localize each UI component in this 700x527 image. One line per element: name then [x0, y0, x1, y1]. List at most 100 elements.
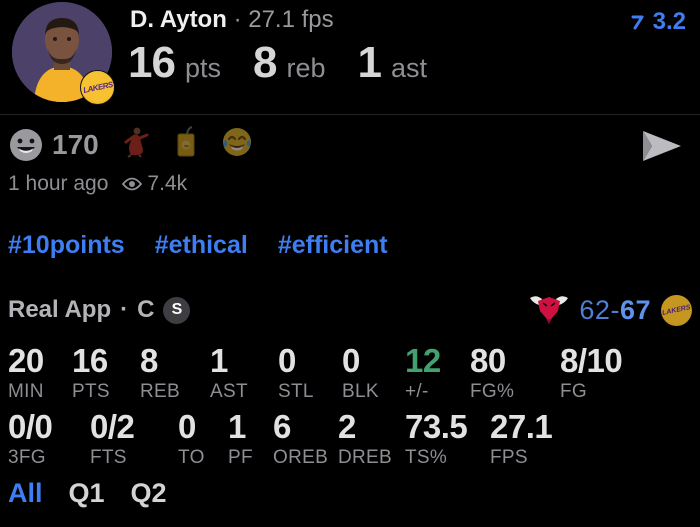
bulls-logo-icon — [530, 296, 569, 324]
stat-reb-value: 8 — [140, 342, 158, 379]
reb-value: 8 — [252, 38, 278, 87]
lakers-logo-icon: LAKERS — [661, 294, 692, 326]
stat-plusminus-value: 12 — [405, 342, 441, 379]
player-photo — [12, 2, 112, 102]
stat-fts-label: FTS — [90, 447, 127, 468]
lakers-badge-text: LAKERS — [81, 79, 114, 96]
stat-pf-label: PF — [228, 447, 253, 468]
stat-3fg: 0/0 3FG — [8, 408, 90, 469]
stat-min-label: MIN — [8, 381, 44, 402]
status-badge-letter: S — [171, 301, 183, 318]
lakers-team-badge: LAKERS — [80, 70, 115, 105]
stat-oreb-value: 6 — [273, 408, 291, 445]
tears-of-joy-icon — [222, 128, 251, 156]
stat-plusminus-label: +/- — [405, 381, 429, 402]
section-divider — [0, 114, 700, 115]
woman-dancing-emoji[interactable] — [121, 126, 151, 163]
stat-to: 0 TO — [178, 408, 228, 469]
stat-fg-label: FG — [560, 381, 587, 402]
view-count: 7.4k — [147, 172, 188, 195]
away-score: 62 — [579, 294, 611, 325]
stat-tspct-value: 73.5 — [405, 408, 468, 445]
trend-indicator: 3.2 — [628, 8, 686, 36]
source-info: Real App · C S — [8, 296, 191, 324]
stat-ast: 1 AST — [210, 342, 278, 403]
stat-reb: 8 REB — [140, 342, 210, 403]
face-with-tears-of-joy-emoji[interactable] — [221, 126, 253, 163]
player-avatar[interactable] — [12, 2, 112, 102]
stat-tspct-label: TS% — [405, 447, 448, 468]
stat-blk: 0 BLK — [342, 342, 405, 403]
stat-stl-label: STL — [278, 381, 314, 402]
tab-q1[interactable]: Q1 — [68, 478, 105, 508]
reactions-row: 170 — [8, 126, 253, 163]
player-name: D. Ayton — [130, 6, 227, 33]
stat-dreb-label: DREB — [338, 447, 392, 468]
send-arrow-icon — [643, 131, 681, 161]
stat-stl-value: 0 — [278, 342, 296, 379]
stat-fgpct-label: FG% — [470, 381, 515, 402]
reaction-smiley-button[interactable] — [8, 127, 44, 163]
stat-blk-label: BLK — [342, 381, 379, 402]
stat-min: 20 MIN — [8, 342, 72, 403]
stat-3fg-label: 3FG — [8, 447, 46, 468]
trend-arrow-icon — [631, 15, 644, 30]
ast-label: ast — [390, 53, 428, 83]
status-badge: S — [163, 296, 191, 324]
stat-min-value: 20 — [8, 342, 44, 379]
stat-to-value: 0 — [178, 408, 196, 445]
views-eye-icon — [122, 177, 143, 191]
hashtag-10points[interactable]: #10points — [8, 231, 125, 259]
boxscore-row-2: 0/0 3FG 0/2 FTS 0 TO 1 PF 6 OREB 2 DREB … — [8, 408, 575, 469]
tab-q2[interactable]: Q2 — [130, 478, 167, 508]
player-header: D. Ayton · 27.1 fps — [130, 6, 334, 34]
stat-ast-label: AST — [210, 381, 248, 402]
ast-value: 1 — [357, 38, 383, 87]
stat-plusminus: 12 +/- — [405, 342, 470, 403]
score-dash: - — [610, 294, 620, 325]
header-dot: · — [233, 6, 242, 33]
hashtag-row: #10points #ethical #efficient — [8, 231, 388, 260]
stat-dreb-value: 2 — [338, 408, 356, 445]
post-meta: 1 hour ago 7.4k — [8, 172, 187, 196]
lakers-logo-text: LAKERS — [661, 303, 692, 317]
juice-box-emoji[interactable] — [173, 126, 199, 163]
scoreboard[interactable]: 62-67 LAKERS — [529, 294, 692, 326]
game-score: 62-67 — [579, 295, 651, 326]
pts-value: 16 — [128, 38, 176, 87]
reb-label: reb — [286, 53, 326, 83]
pts-label: pts — [184, 53, 221, 83]
headline-stats: 16 pts 8 reb 1 ast — [128, 38, 449, 88]
timestamp: 1 hour ago — [8, 172, 109, 195]
stat-fgpct-value: 80 — [470, 342, 506, 379]
player-position: C — [137, 296, 155, 323]
stat-blk-value: 0 — [342, 342, 360, 379]
stat-pts: 16 PTS — [72, 342, 140, 403]
reaction-count: 170 — [52, 128, 99, 160]
hashtag-efficient[interactable]: #efficient — [277, 231, 388, 259]
share-button[interactable] — [636, 126, 688, 166]
stat-fgpct: 80 FG% — [470, 342, 560, 403]
quarter-tabs: All Q1 Q2 — [8, 478, 167, 509]
stat-to-label: TO — [178, 447, 205, 468]
woman-dancing-icon — [124, 127, 149, 158]
stat-ast-value: 1 — [210, 342, 228, 379]
stat-reb-label: REB — [140, 381, 180, 402]
hashtag-ethical[interactable]: #ethical — [154, 231, 248, 259]
player-fps: 27.1 fps — [248, 6, 334, 33]
juice-box-icon — [177, 126, 195, 157]
stat-tspct: 73.5 TS% — [405, 408, 490, 469]
stat-oreb-label: OREB — [273, 447, 329, 468]
stat-pts-value: 16 — [72, 342, 108, 379]
game-info-row: Real App · C S 62-67 LAKERS — [8, 294, 692, 326]
stat-3fg-value: 0/0 — [8, 408, 53, 445]
trend-value: 3.2 — [652, 8, 686, 35]
source-dot: · — [120, 296, 129, 323]
tab-all[interactable]: All — [8, 478, 43, 508]
stat-fps-value: 27.1 — [490, 408, 553, 445]
stat-pf-value: 1 — [228, 408, 246, 445]
stat-dreb: 2 DREB — [338, 408, 405, 469]
stat-stl: 0 STL — [278, 342, 342, 403]
stat-pts-label: PTS — [72, 381, 110, 402]
stat-fts: 0/2 FTS — [90, 408, 178, 469]
